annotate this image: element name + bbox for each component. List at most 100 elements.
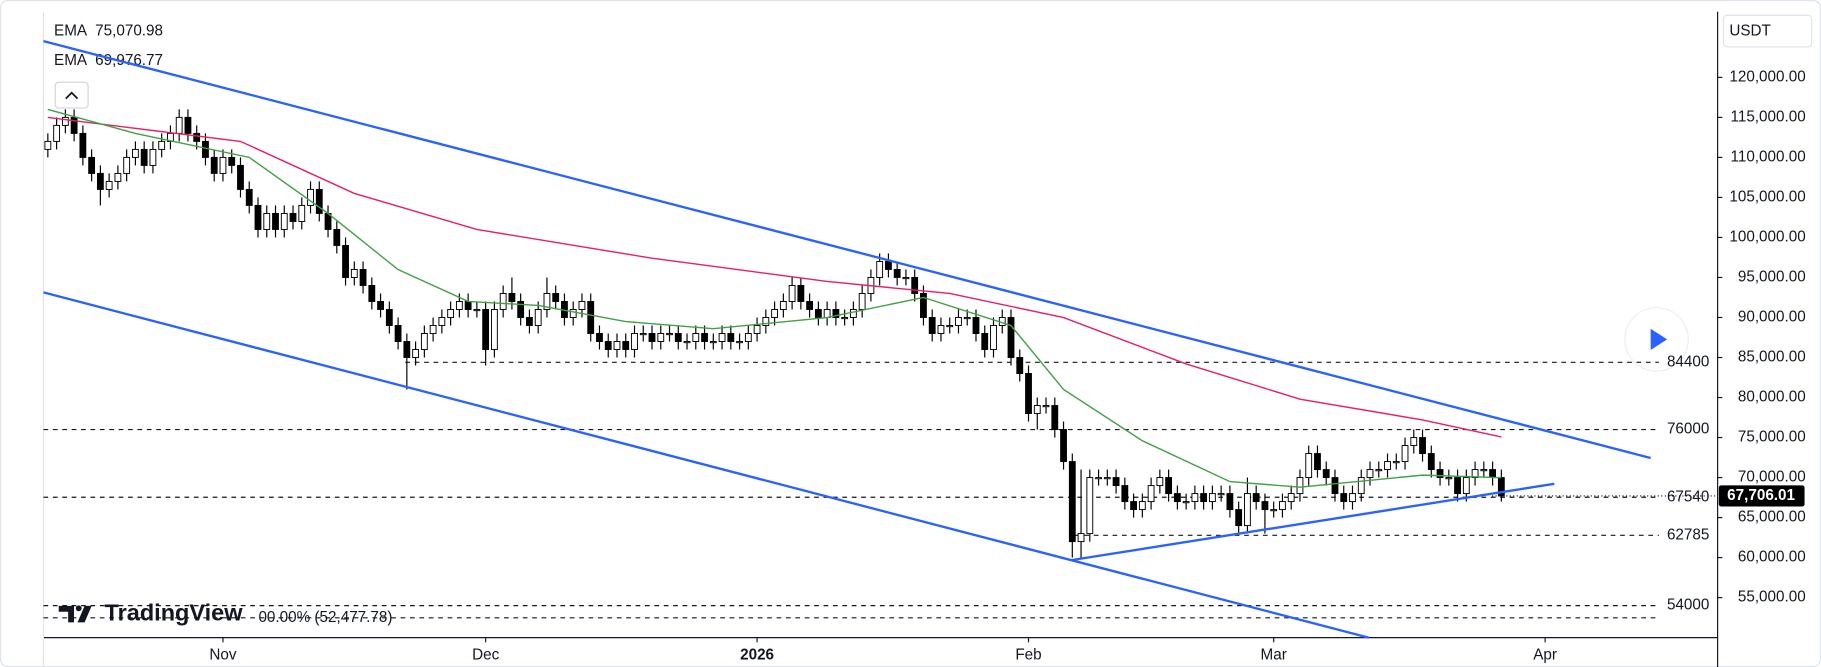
candle-body bbox=[578, 301, 586, 310]
candle-body bbox=[1410, 437, 1418, 447]
candle-body bbox=[814, 309, 822, 318]
candle-body bbox=[744, 333, 752, 342]
candle-body bbox=[858, 293, 866, 310]
x-tick-label: Mar bbox=[1261, 646, 1287, 663]
y-tick-label: 115,000.00 bbox=[1731, 108, 1806, 125]
x-tick-label: 2026 bbox=[740, 646, 774, 663]
candle-body bbox=[1007, 317, 1015, 358]
candle-body bbox=[508, 293, 516, 302]
candle-body bbox=[534, 309, 542, 326]
candle-body bbox=[403, 341, 411, 358]
trendlines bbox=[43, 39, 1651, 639]
candle-body bbox=[280, 212, 288, 230]
candle-body bbox=[1427, 453, 1435, 471]
candle-body bbox=[832, 309, 840, 318]
candle-body bbox=[237, 164, 244, 190]
candle-body bbox=[1208, 493, 1216, 503]
candle-body bbox=[1489, 469, 1496, 479]
candle-body bbox=[727, 333, 735, 342]
candle-body bbox=[893, 268, 901, 278]
candle-body bbox=[622, 341, 630, 350]
candle-body bbox=[1121, 485, 1129, 503]
candle-body bbox=[771, 309, 779, 318]
candle-body bbox=[420, 333, 428, 350]
candle-body bbox=[342, 244, 349, 278]
candle-body bbox=[666, 333, 673, 336]
candle-body bbox=[920, 293, 927, 318]
candle-body bbox=[1366, 469, 1374, 479]
candle-body bbox=[333, 228, 341, 246]
legend-name: EMA bbox=[54, 23, 88, 40]
candle-body bbox=[123, 156, 131, 174]
x-tick-label: Nov bbox=[209, 646, 237, 663]
candle-body bbox=[202, 140, 209, 158]
x-tick-label: Apr bbox=[1533, 646, 1557, 663]
candle-body bbox=[596, 333, 603, 342]
candle-body bbox=[613, 341, 621, 350]
candle-body bbox=[639, 333, 647, 336]
candle-body bbox=[911, 277, 919, 294]
candle-body bbox=[604, 341, 612, 350]
last-price-box bbox=[1718, 485, 1805, 507]
candle-body bbox=[44, 140, 52, 150]
y-tick-label: 80,000.00 bbox=[1738, 389, 1806, 406]
candle-body bbox=[946, 325, 954, 328]
y-tick-label: 100,000.00 bbox=[1729, 228, 1805, 245]
candle-body bbox=[350, 268, 358, 278]
candle-body bbox=[1103, 477, 1111, 480]
y-tick-label: 65,000.00 bbox=[1738, 509, 1806, 526]
candle-body bbox=[692, 333, 700, 342]
candle-body bbox=[438, 317, 446, 326]
candle-body bbox=[1401, 445, 1409, 463]
candle-body bbox=[184, 116, 192, 134]
support-line bbox=[1071, 482, 1555, 562]
candle-body bbox=[385, 309, 393, 326]
brand-name: TradingView bbox=[105, 599, 244, 625]
candle-body bbox=[1077, 533, 1085, 543]
candle-body bbox=[490, 309, 498, 350]
candle-body bbox=[1340, 493, 1348, 503]
candle-body bbox=[1261, 501, 1269, 511]
play-button[interactable] bbox=[1624, 307, 1689, 372]
logo-dot bbox=[75, 605, 82, 612]
candle-body bbox=[736, 341, 743, 344]
candle-body bbox=[981, 333, 989, 350]
currency-box[interactable] bbox=[1722, 14, 1813, 48]
candle-body bbox=[963, 317, 971, 320]
candle-body bbox=[158, 140, 166, 150]
candle-body bbox=[885, 260, 892, 270]
candle-body bbox=[447, 309, 455, 318]
candle-body bbox=[499, 293, 507, 310]
candle-body bbox=[1112, 477, 1120, 487]
candle-body bbox=[412, 349, 420, 358]
legend-value: 75,070.98 bbox=[95, 23, 163, 40]
legend-value: 69,976.77 bbox=[95, 52, 163, 69]
y-tick-label: 55,000.00 bbox=[1738, 589, 1806, 606]
candle-body bbox=[245, 188, 253, 206]
y-tick-label: 110,000.00 bbox=[1731, 148, 1806, 165]
candle-body bbox=[1217, 493, 1225, 496]
candle-body bbox=[797, 285, 805, 302]
candle-body bbox=[1331, 477, 1339, 495]
candle-body bbox=[1086, 477, 1094, 535]
level-label: 67540 bbox=[1667, 488, 1709, 505]
candle-body bbox=[569, 309, 577, 318]
candle-body bbox=[263, 212, 271, 230]
y-tick-label: 95,000.00 bbox=[1738, 269, 1806, 286]
collapse-button[interactable] bbox=[54, 81, 89, 109]
candle-body bbox=[517, 301, 525, 318]
candle-body bbox=[1165, 477, 1173, 495]
candle-body bbox=[315, 188, 323, 214]
y-tick-label: 60,000.00 bbox=[1738, 549, 1806, 566]
candle-body bbox=[1244, 493, 1251, 527]
candle-body bbox=[219, 156, 227, 174]
channel-lower bbox=[43, 291, 1369, 639]
candle-body bbox=[1252, 493, 1260, 503]
candle-body bbox=[482, 309, 490, 350]
candle-body bbox=[1095, 477, 1102, 480]
candle-body bbox=[210, 156, 218, 174]
candle-body bbox=[823, 309, 831, 318]
candle-body bbox=[1060, 429, 1067, 463]
